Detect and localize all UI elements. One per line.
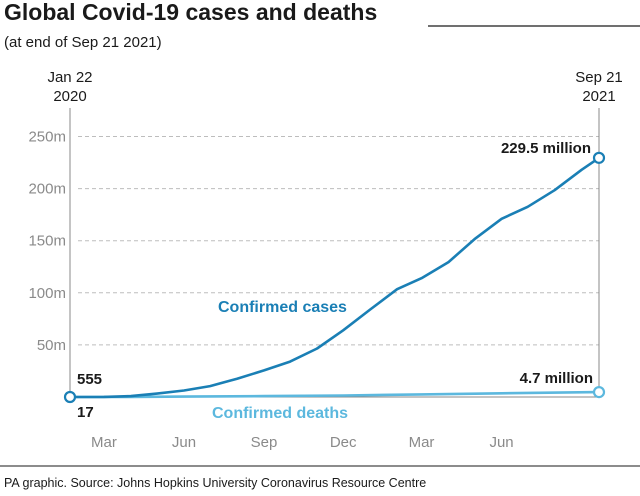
series-label-deaths: Confirmed deaths — [212, 405, 348, 422]
x-tick-label: Mar — [91, 434, 117, 451]
y-tick-label: 50m — [37, 337, 66, 354]
series-line-deaths — [68, 390, 601, 399]
x-tick-label: Mar — [409, 434, 435, 451]
x-start-label-line1: Jan 22 — [47, 69, 92, 86]
series-line-cases — [68, 156, 601, 399]
x-end-label-line2: 2021 — [582, 88, 615, 105]
x-tick-label: Jun — [489, 434, 513, 451]
x-start-label-line2: 2020 — [53, 88, 86, 105]
deaths-end-label: 4.7 million — [520, 370, 593, 387]
source-note: PA graphic. Source: Johns Hopkins Univer… — [4, 476, 426, 490]
y-tick-label: 150m — [28, 233, 66, 250]
x-tick-label: Dec — [330, 434, 357, 451]
cases-end-label: 229.5 million — [501, 140, 591, 157]
x-tick-label: Jun — [172, 434, 196, 451]
y-tick-label: 100m — [28, 285, 66, 302]
x-end-label-line1: Sep 21 — [575, 69, 623, 86]
y-tick-label: 250m — [28, 129, 66, 146]
chart-title: Global Covid-19 cases and deaths — [4, 0, 377, 25]
gridlines — [78, 136, 599, 346]
y-tick-label: 200m — [28, 181, 66, 198]
series-start-point — [63, 390, 77, 404]
series-end-point-cases — [592, 151, 606, 164]
chart-subtitle: (at end of Sep 21 2021) — [4, 34, 162, 51]
series-end-point-deaths — [592, 386, 606, 399]
x-tick-label: Sep — [251, 434, 278, 451]
cases-start-label: 555 — [77, 371, 102, 388]
series-label-cases: Confirmed cases — [218, 299, 347, 316]
y-tick-labels: 250m 200m 150m 100m 50m — [28, 129, 66, 354]
x-tick-labels: Mar Jun Sep Dec Mar Jun — [91, 434, 514, 451]
deaths-start-label: 17 — [77, 404, 94, 421]
